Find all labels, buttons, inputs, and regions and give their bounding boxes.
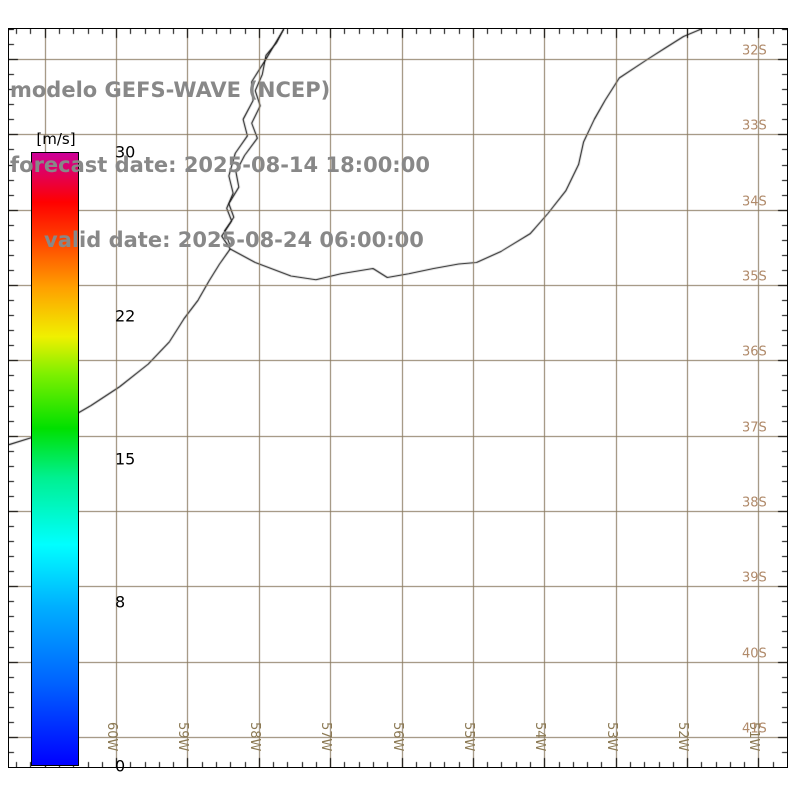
lon-label-54W: 54W [532, 722, 548, 752]
lon-label-58W: 58W [246, 722, 262, 752]
forecast-date-line: forecast date: 2025-08-14 18:00:00 [10, 153, 430, 177]
lat-label-33S: 33S [742, 118, 767, 134]
colorbar-tick-22: 22 [115, 306, 136, 326]
colorbar-tick-15: 15 [115, 449, 136, 469]
lon-label-56W: 56W [389, 722, 405, 752]
lon-label-52W: 52W [675, 722, 691, 752]
lat-label-39S: 39S [742, 570, 767, 586]
lon-label-59W: 59W [175, 722, 191, 752]
lon-label-53W: 53W [603, 722, 619, 752]
lat-label-38S: 38S [742, 495, 767, 511]
lon-label-60W: 60W [104, 722, 120, 752]
lon-label-55W: 55W [460, 722, 476, 752]
lat-label-41S: 41S [742, 721, 767, 737]
lat-label-36S: 36S [742, 344, 767, 360]
lat-label-32S: 32S [742, 43, 767, 59]
model-title: modelo GEFS-WAVE (NCEP) [10, 78, 331, 102]
lat-label-35S: 35S [742, 269, 767, 285]
lat-label-37S: 37S [742, 420, 767, 436]
lon-label-57W: 57W [318, 722, 334, 752]
lat-label-34S: 34S [742, 194, 767, 210]
lat-label-40S: 40S [742, 646, 767, 662]
colorbar-tick-0: 0 [115, 756, 126, 776]
colorbar-tick-8: 8 [115, 592, 126, 612]
valid-date-line: valid date: 2025-08-24 06:00:00 [44, 228, 424, 252]
title-block: modelo GEFS-WAVE (NCEP) forecast date: 2… [10, 28, 530, 303]
